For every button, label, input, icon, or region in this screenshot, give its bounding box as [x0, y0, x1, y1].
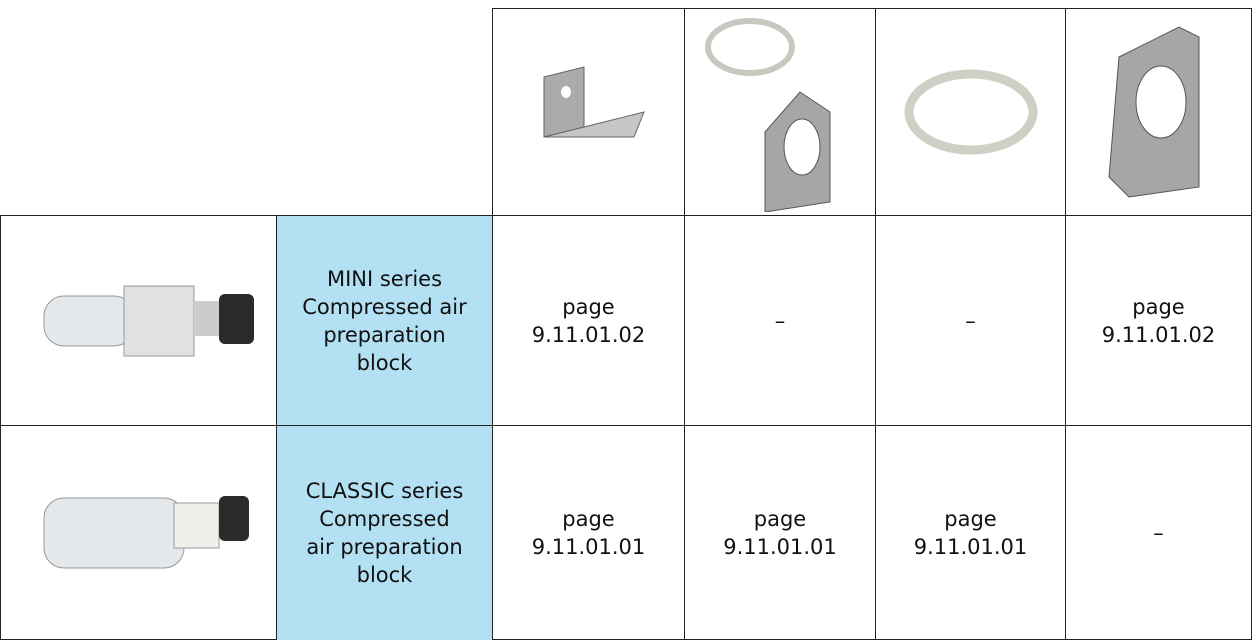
text-line: –: [1153, 520, 1164, 545]
text-line: page: [562, 294, 615, 319]
text-line: air preparation: [306, 535, 463, 559]
ring-and-bracket-image: [705, 18, 831, 212]
page-ref-cell: –: [875, 215, 1066, 426]
page-ref-cell: page 9.11.01.01: [684, 425, 876, 640]
text-line: –: [965, 308, 976, 333]
ring-image: [904, 69, 1037, 155]
text-line: page: [562, 506, 615, 531]
header-cell: [875, 8, 1066, 216]
page-ref-cell: page 9.11.01.02: [1065, 215, 1252, 426]
bracket-image: [543, 66, 645, 138]
text-line: 9.11.01.02: [531, 322, 646, 347]
text-line: MINI series: [326, 266, 443, 291]
text-line: page: [1132, 294, 1185, 319]
text-line: 9.11.01.01: [723, 534, 837, 559]
classic-unit-image: [43, 495, 249, 568]
text-line: 9.11.01.01: [913, 534, 1028, 559]
text-line: 9.11.01.01: [531, 534, 646, 559]
text-line: 9.11.01.02: [1101, 322, 1216, 347]
series-label: CLASSIC series Compressed air preparation b…: [276, 425, 493, 640]
text-line: page: [753, 506, 807, 531]
page-ref-cell: page 9.11.01.01: [875, 425, 1066, 640]
header-cell: [1065, 8, 1252, 216]
page-ref-cell: –: [684, 215, 876, 426]
text-line: preparation: [323, 322, 446, 347]
page-ref-cell: page 9.11.01.02: [492, 215, 685, 426]
bracket-image: [1107, 26, 1199, 198]
text-line: block: [356, 563, 413, 587]
image-cell: [0, 215, 277, 426]
page-ref-cell: –: [1065, 425, 1252, 640]
text-line: block: [356, 350, 413, 375]
text-line: Compressed: [319, 507, 450, 531]
image-cell: [0, 425, 277, 640]
header-cell: [684, 8, 876, 216]
text-line: –: [774, 308, 786, 333]
mini-unit-image: [43, 285, 254, 356]
series-label: MINI series Compressed air preparation bloc…: [276, 215, 493, 426]
text-line: Compressed air: [302, 294, 467, 319]
text-line: CLASSIC series: [305, 479, 464, 503]
text-line: page: [944, 506, 997, 531]
page-ref-cell: page 9.11.01.01: [492, 425, 685, 640]
header-cell: [492, 8, 685, 216]
